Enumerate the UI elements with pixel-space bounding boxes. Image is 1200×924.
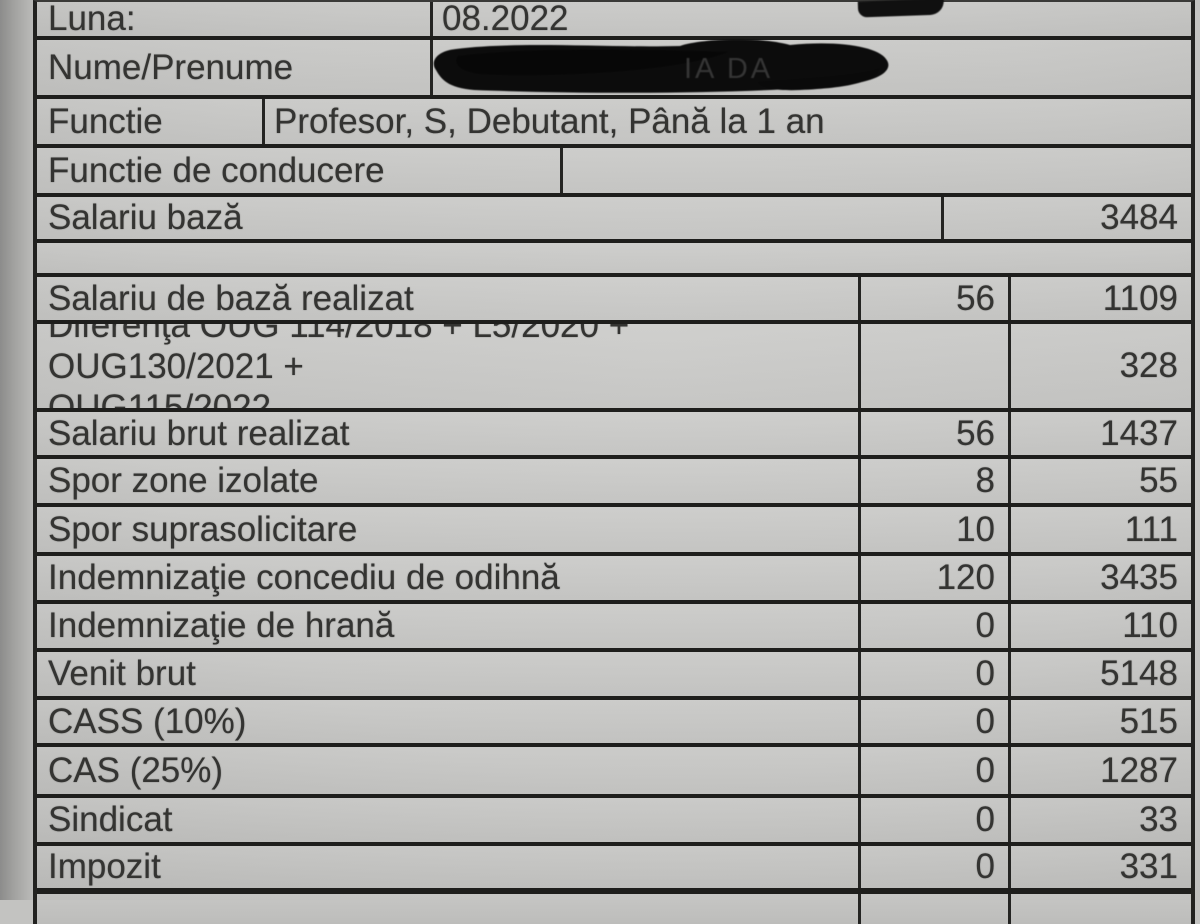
luna-value: 08.2022: [430, 2, 1191, 36]
luna-label: Luna:: [48, 2, 136, 36]
functie-label: Functie: [48, 101, 163, 141]
table-row: Impozit 0 331: [37, 846, 1191, 894]
table-row: Salariu brut realizat 56 1437: [37, 412, 1191, 459]
table-row-spacer: [37, 243, 1191, 277]
functie-value: Profesor, S, Debutant, Până la 1 an: [262, 99, 1191, 144]
table-row-salariu-baza: Salariu bază 3484: [37, 197, 1191, 243]
row-label: Diferenţă OUG 114/2018 + L5/2020 + OUG13…: [48, 324, 630, 408]
table-row: Indemnizaţie de hrană 0 110: [37, 604, 1191, 652]
row-label: Impozit: [48, 847, 161, 886]
nume-value-redacted: [430, 40, 1191, 95]
table-row: Indemnizaţie concediu de odihnă 120 3435: [37, 556, 1191, 604]
row-hours: 10: [858, 507, 1008, 552]
row-value: 1109: [1008, 277, 1191, 320]
table-row: Venit brut 0 5148: [37, 652, 1191, 700]
salariu-baza-value: 3484: [941, 197, 1191, 239]
row-label: Spor suprasolicitare: [48, 509, 358, 549]
row-value: 1287: [1008, 747, 1191, 794]
row-hours: 56: [858, 277, 1008, 320]
table-row-functie: Functie Profesor, S, Debutant, Până la 1…: [37, 99, 1191, 148]
row-hours: 0: [858, 700, 1008, 743]
table-row-functie-conducere: Functie de conducere: [37, 148, 1191, 197]
table-row: Spor suprasolicitare 10 111: [37, 507, 1191, 556]
table-row-luna: Luna: 08.2022: [37, 2, 1191, 40]
row-value: 1437: [1008, 412, 1191, 455]
row-hours: 120: [858, 556, 1008, 600]
row-label: Venit brut: [48, 654, 196, 693]
table-row: Salariu de bază realizat 56 1109: [37, 277, 1191, 324]
table-row: CAS (25%) 0 1287: [37, 747, 1191, 798]
row-value: [1008, 894, 1191, 924]
row-hours: 56: [858, 412, 1008, 455]
table-row-nume: Nume/Prenume: [37, 40, 1191, 99]
row-label: Indemnizaţie concediu de odihnă: [48, 558, 560, 597]
row-label: Spor zone izolate: [48, 461, 319, 500]
row-value: 331: [1008, 846, 1191, 888]
row-value: 328: [1008, 324, 1191, 408]
row-hours: 8: [858, 459, 1008, 503]
row-label: CAS (25%): [48, 750, 224, 790]
row-hours: 0: [858, 652, 1008, 696]
row-value: 3435: [1008, 556, 1191, 600]
corner-redaction-mark: [857, 0, 945, 18]
photo-left-edge: [0, 0, 33, 900]
table-row: Spor zone izolate 8 55: [37, 459, 1191, 507]
functie-conducere-label: Functie de conducere: [48, 150, 385, 190]
salariu-baza-label: Salariu bază: [48, 198, 243, 237]
row-hours: 0: [858, 798, 1008, 842]
row-label: Salariu de bază realizat: [48, 278, 414, 318]
table-row: Sindicat 0 33: [37, 798, 1191, 846]
table-row: CASS (10%) 0 515: [37, 700, 1191, 747]
row-value: 111: [1008, 507, 1191, 552]
functie-conducere-value: [560, 148, 1191, 193]
row-label: Sindicat: [48, 800, 173, 839]
row-value: 5148: [1008, 652, 1191, 696]
row-hours: 0: [858, 846, 1008, 888]
row-label: Salariu brut realizat: [48, 413, 350, 453]
row-value: 110: [1008, 604, 1191, 648]
row-label: Indemnizaţie de hrană: [48, 606, 395, 645]
payslip-table: Luna: 08.2022 Nume/Prenume Functie Profe…: [33, 0, 1195, 924]
row-hours: [858, 894, 1008, 924]
row-value: 55: [1008, 459, 1191, 503]
row-hours: 0: [858, 604, 1008, 648]
table-row-partial: [37, 894, 1191, 924]
nume-label: Nume/Prenume: [48, 47, 294, 87]
row-hours: 0: [858, 747, 1008, 794]
row-value: 33: [1008, 798, 1191, 842]
table-row: Diferenţă OUG 114/2018 + L5/2020 + OUG13…: [37, 324, 1191, 412]
row-label: [37, 894, 858, 924]
row-value: 515: [1008, 700, 1191, 743]
row-hours: [858, 324, 1008, 408]
spacer-cell: [37, 243, 1191, 273]
row-label: CASS (10%): [48, 701, 247, 741]
